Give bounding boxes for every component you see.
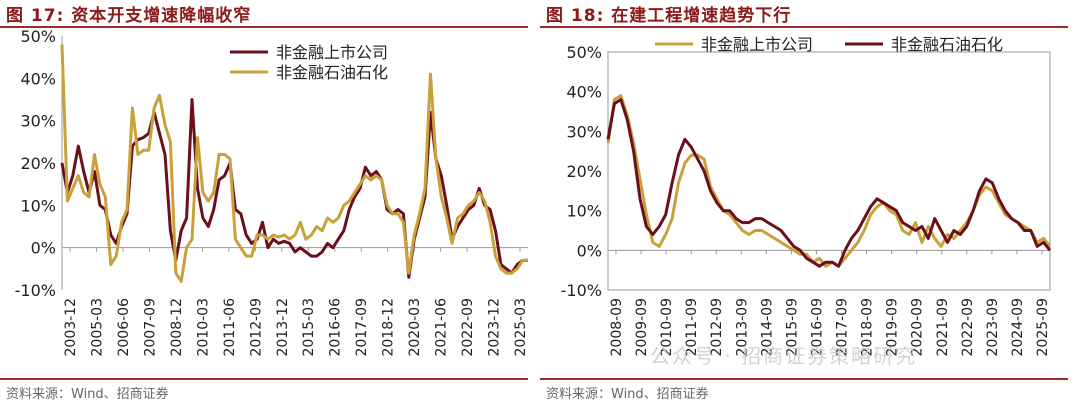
legend-label: 非金融上市公司 (701, 35, 813, 54)
x-tick-label: 2023-12 (487, 298, 503, 357)
watermark: 公众号 · 招商证券策略研究 (650, 344, 918, 368)
x-tick-label: 2019-09 (885, 298, 901, 357)
chart-title: 图 17: 资本开支增速降幅收窄 (6, 6, 252, 26)
x-tick-label: 2003-12 (63, 298, 79, 357)
x-tick-label: 2015-03 (301, 298, 317, 357)
x-tick-label: 2010-09 (659, 298, 675, 357)
x-tick-label: 2008-12 (169, 298, 185, 357)
y-tick-label: 20% (20, 154, 56, 173)
chart-title-bar: 图 18: 在建工程增速趋势下行 (540, 0, 1068, 28)
y-tick-label: 50% (566, 43, 602, 62)
x-tick-label: 2017-09 (835, 298, 851, 357)
x-tick-label: 2017-09 (354, 298, 370, 357)
y-tick-label: 20% (566, 162, 602, 181)
x-tick-label: 2021-09 (935, 298, 951, 357)
y-tick-label: 30% (566, 122, 602, 141)
legend-label: 非金融上市公司 (276, 43, 388, 62)
x-tick-label: 2006-06 (116, 298, 132, 357)
y-tick-label: -10% (561, 281, 602, 300)
x-tick-label: 2014-09 (759, 298, 775, 357)
x-tick-label: 2011-06 (222, 298, 238, 357)
series-line (60, 44, 528, 283)
x-tick-label: 2009-09 (634, 298, 650, 357)
y-tick-label: 40% (20, 69, 56, 88)
y-tick-label: 30% (20, 112, 56, 131)
x-tick-label: 2015-09 (784, 298, 800, 357)
source-bar: 资料来源：Wind、招商证券 (540, 378, 1068, 404)
x-tick-label: 2018-12 (381, 298, 397, 357)
source-note: 资料来源：Wind、招商证券 (546, 387, 709, 402)
legend-label: 非金融石油石化 (276, 63, 388, 82)
source-note: 资料来源：Wind、招商证券 (6, 387, 169, 402)
chart-panel-right: 图 18: 在建工程增速趋势下行 -10% 0% 10% 20% 30% 40% 50% 20… (540, 0, 1080, 404)
x-tick-label: 2020-09 (910, 298, 926, 357)
y-tick-label: 40% (566, 83, 602, 102)
x-tick-label: 2022-09 (460, 298, 476, 357)
x-tick-label: 2020-03 (407, 298, 423, 357)
chart-svg-capex: -10% 0% 10% 20% 30% 40% 50% 2003-12 2005-03 2006-… (15, 27, 529, 357)
x-tick-label: 2016-06 (328, 298, 344, 357)
x-tick-label: 2021-06 (434, 298, 450, 357)
chart-panel-left: 图 17: 资本开支增速降幅收窄 -10% 0% 10% 20% 30% 40% 50% 20… (0, 0, 529, 404)
plot-frame (607, 51, 1051, 291)
y-tick-label: -10% (15, 281, 56, 300)
y-tick-label: 0% (577, 241, 602, 260)
chart-title: 图 18: 在建工程增速趋势下行 (546, 6, 792, 26)
y-tick-label: 50% (20, 27, 56, 46)
chart-title-bar: 图 17: 资本开支增速降幅收窄 (0, 0, 528, 28)
y-tick-label: 0% (31, 239, 56, 258)
x-tick-label: 2025-09 (1035, 298, 1051, 357)
x-tick-label: 2013-09 (734, 298, 750, 357)
x-tick-label: 2022-09 (960, 298, 976, 357)
series-line (606, 98, 1052, 268)
source-bar: 资料来源：Wind、招商证券 (0, 378, 528, 404)
x-tick-label: 2007-09 (142, 298, 158, 357)
x-tick-label: 2012-09 (709, 298, 725, 357)
x-tick-label: 2023-09 (985, 298, 1001, 357)
x-tick-label: 2025-03 (513, 298, 529, 357)
x-tick-label: 2010-03 (195, 298, 211, 357)
y-tick-label: 10% (566, 202, 602, 221)
x-tick-label: 2016-09 (809, 298, 825, 357)
x-tick-label: 2018-09 (860, 298, 876, 357)
x-tick-label: 2008-09 (609, 298, 625, 357)
y-tick-label: 10% (20, 196, 56, 215)
x-tick-label: 2005-03 (89, 298, 105, 357)
x-tick-label: 2011-09 (684, 298, 700, 357)
x-tick-label: 2012-09 (248, 298, 264, 357)
x-tick-label: 2024-09 (1010, 298, 1026, 357)
legend-label: 非金融石油石化 (891, 35, 1003, 54)
chart-svg-construction: -10% 0% 10% 20% 30% 40% 50% 2008-09 2009-09 2010-… (561, 35, 1052, 357)
x-tick-label: 2013-12 (275, 298, 291, 357)
